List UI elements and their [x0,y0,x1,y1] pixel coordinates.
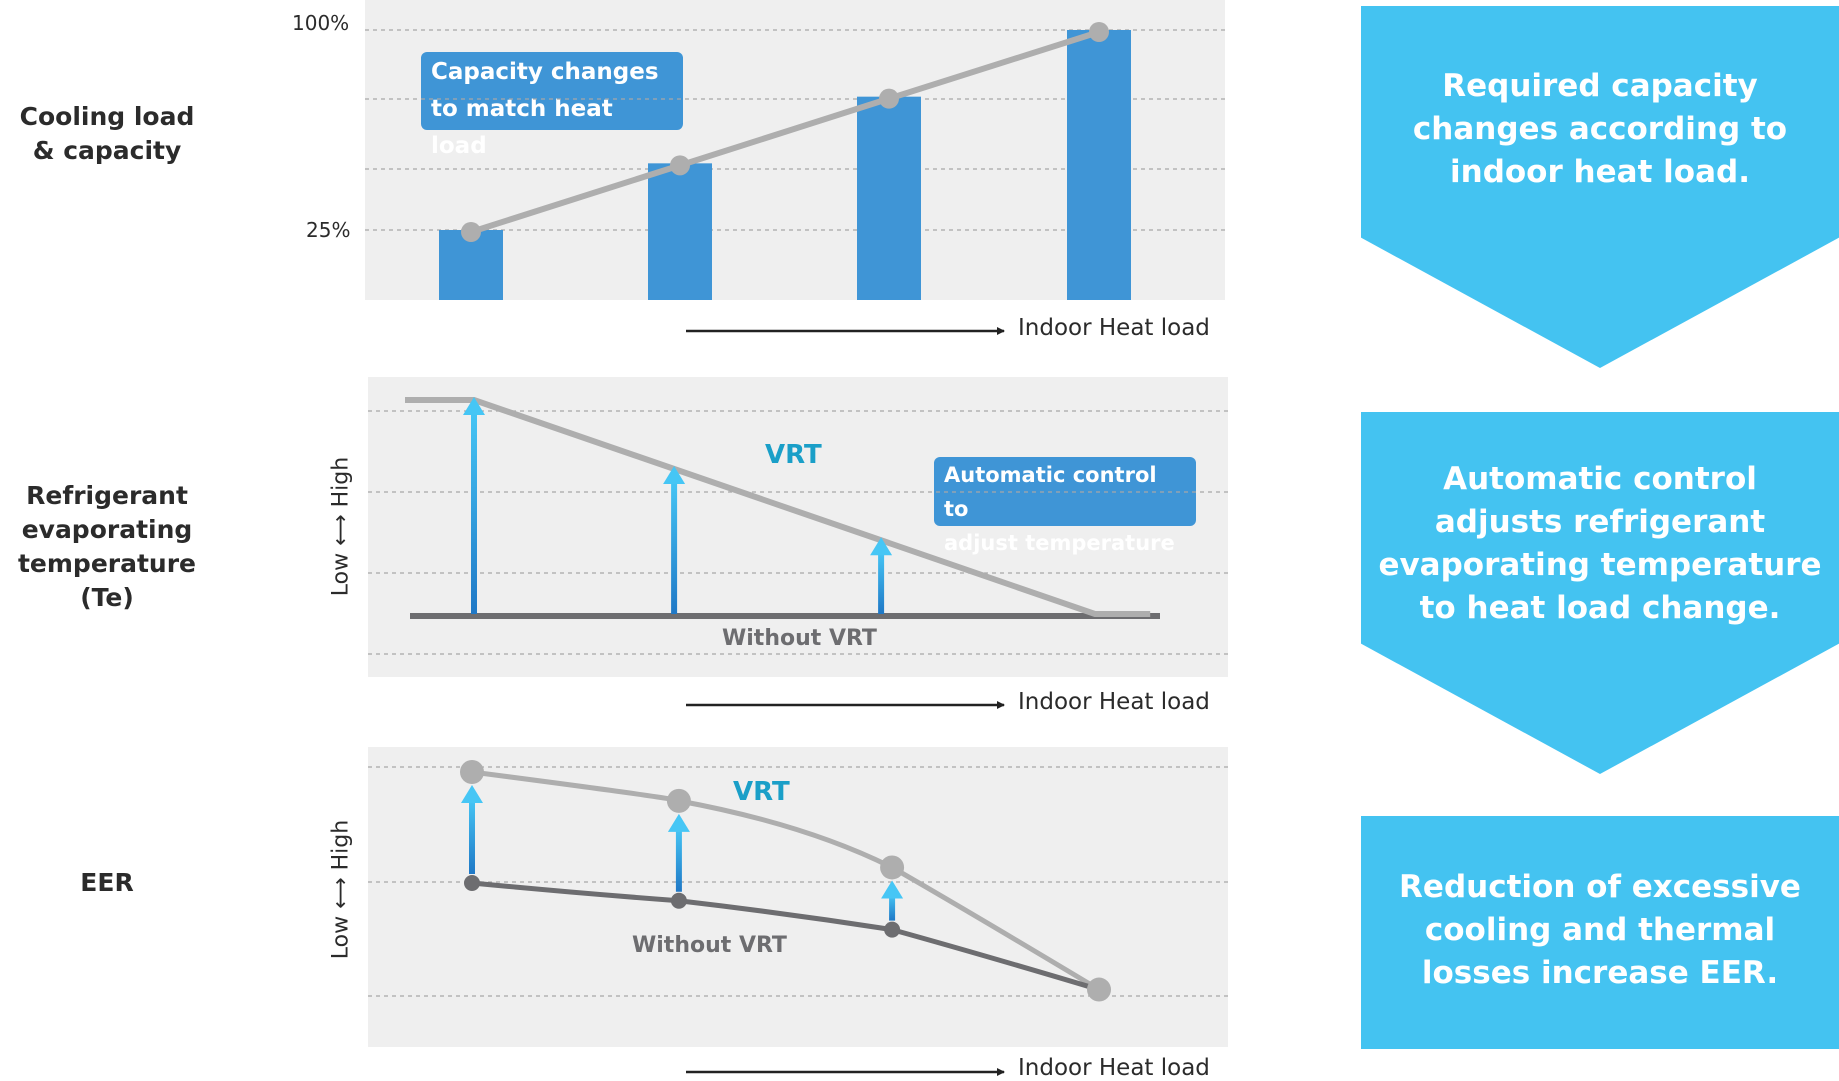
info-box-text: Reduction of excessive cooling and therm… [1399,869,1801,991]
x-axis-label: Indoor Heat load [1018,315,1210,341]
y-tick-25: 25% [306,218,351,242]
vrt-line [405,397,1151,617]
vrt-arrow-head-icon [461,785,483,803]
capacity-bar [1067,30,1131,300]
without-vrt-point [670,892,687,909]
heat-load-point [461,222,481,242]
heat-load-line [470,29,1100,235]
vrt-arrow-shaft [471,411,477,614]
callout-capacity: Capacity changes to match heat load [421,52,683,159]
series-label-vrt: VRT [765,440,822,470]
vrt-point [460,760,484,784]
vrt-point [1087,977,1111,1002]
vrt-line [471,769,1101,992]
vrt-arrow-head-icon [663,465,686,484]
row-label-eer: EER [80,868,134,897]
info-box-text: Required capacity changes according to i… [1412,68,1788,190]
vrt-arrow-head-icon [463,397,485,415]
chart2-panel [368,377,1228,677]
without-vrt-point [464,875,480,891]
vrt-point [666,788,691,813]
vrt-arrow-head-icon [870,537,893,556]
row-label-te: Refrigerant evaporating temperature (Te) [17,481,197,612]
heat-load-point [670,155,690,176]
without-vrt-line [471,880,1100,992]
vrt-arrow-head-icon [667,813,690,832]
x-axis-label: Indoor Heat load [1018,1055,1210,1081]
vrt-arrow-shaft [878,551,885,614]
series-label-without-vrt: Without VRT [722,626,877,651]
vrt-point [880,855,905,880]
capacity-bar [857,96,921,301]
series-label-without-vrt: Without VRT [632,933,787,958]
heat-load-point [879,88,899,109]
info-box-eer: Reduction of excessive cooling and therm… [1361,816,1839,1049]
row-label-cooling: Cooling load & capacity [19,102,195,165]
vrt-arrow-head-icon [881,880,904,899]
heat-load-point [1089,22,1109,42]
vrt-arrow-shaft [889,894,896,921]
without-vrt-point [884,921,901,938]
info-box-text: Automatic control adjusts refrigerant ev… [1378,461,1822,626]
series-label-vrt: VRT [733,777,790,807]
vrt-arrow-shaft [675,827,682,892]
chart3-panel [368,747,1228,1047]
vrt-arrow-shaft [469,799,475,874]
x-axis-label: Indoor Heat load [1018,689,1210,715]
vrt-arrow-shaft [671,479,678,614]
capacity-bar [648,163,712,300]
y-tick-100: 100% [292,11,350,35]
